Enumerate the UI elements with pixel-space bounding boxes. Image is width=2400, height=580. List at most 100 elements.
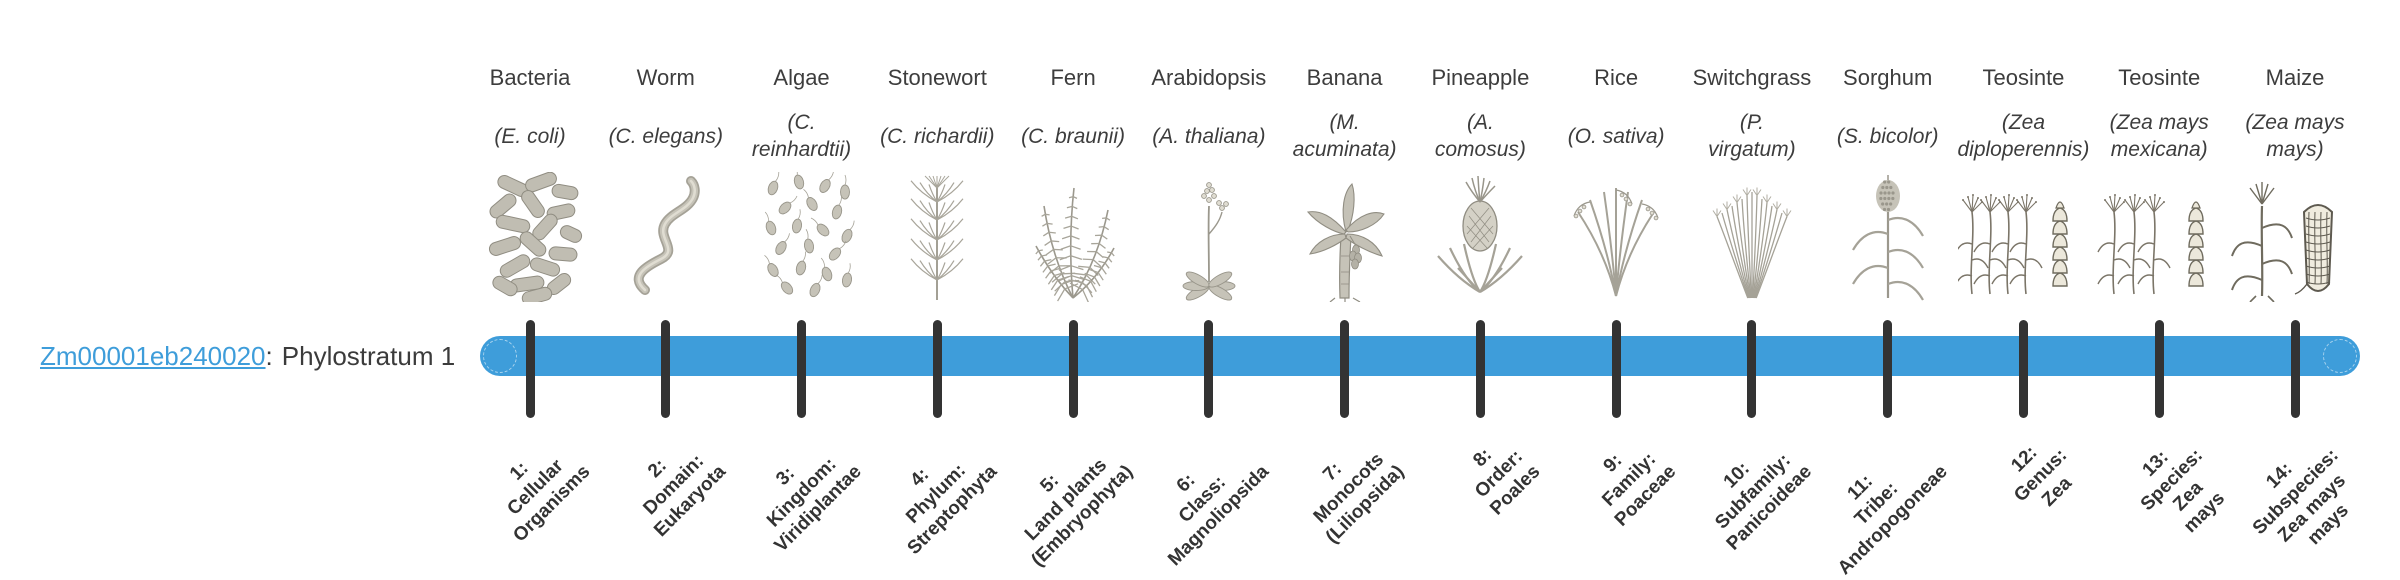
timeline-tick <box>525 320 535 418</box>
taxon-illustration-slot <box>1536 170 1696 302</box>
taxon-column: Arabidopsis (A. thaliana) 6: Class: Magn… <box>1129 0 1289 580</box>
stratum-label: 5: Land plants (Embryophyta) <box>1020 454 1138 571</box>
taxon-species: (O. sativa) <box>1567 124 1665 148</box>
taxon-column: Switchgrass (P. virgatum) 10: Subfamily:… <box>1672 0 1832 580</box>
taxon-illustration-slot <box>2215 170 2375 302</box>
taxon-species: (Zea diploperennis) <box>1957 111 2090 161</box>
taxon-column: Algae (C. reinhardtii) 3: Kingdom: Virid… <box>722 0 882 580</box>
stratum-label: 2: Domain: Eukaryota <box>639 450 730 542</box>
timeline-tick <box>1204 320 1214 418</box>
taxon-column: Worm (C. elegans) 2: Domain: Eukaryota <box>586 0 746 580</box>
taxon-illustration-slot <box>1943 170 2103 302</box>
taxon-column: Fern (C. braunii) 5: Land plants (Embryo… <box>993 0 1153 580</box>
stratum-label: 11: Tribe: Andropogoneae <box>1833 461 1952 580</box>
taxon-illustration-slot <box>450 170 610 302</box>
taxon-illustration-slot <box>857 170 1017 302</box>
stratum-label: 10: Subfamily: Panicoideae <box>1711 449 1817 555</box>
taxon-species: (A. thaliana) <box>1152 124 1266 148</box>
taxon-name: Sorghum <box>1843 65 1933 90</box>
taxon-illustration-slot <box>1808 170 1968 302</box>
gene-label-separator: : <box>265 340 273 371</box>
taxon-species: (E. coli) <box>494 124 566 148</box>
taxon-illustration-slot <box>1400 170 1560 302</box>
stratum-label: 6: Class: Magnoliopsida <box>1164 461 1273 571</box>
timeline-tick <box>932 320 942 418</box>
gene-label: Zm00001eb240020: Phylostratum 1 <box>40 336 455 376</box>
taxon-column: Rice (O. sativa) 9: Family: Poaceae <box>1536 0 1696 580</box>
taxon-name: Maize <box>2265 65 2325 90</box>
banana-illustration <box>1306 182 1385 302</box>
timeline-tick <box>1611 320 1621 418</box>
taxon-column: Pineapple (A. comosus) 8: Order: Poales <box>1400 0 1560 580</box>
taxon-species: (M. acuminata) <box>1292 111 1397 161</box>
taxon-name: Arabidopsis <box>1151 65 1267 90</box>
taxon-name: Stonewort <box>887 65 987 90</box>
algae-illustration <box>763 172 855 298</box>
taxon-column: Banana (M. acuminata) 7: Monocots (Lilio… <box>1265 0 1425 580</box>
taxon-illustration-slot <box>1265 170 1425 302</box>
timeline-tick <box>2154 320 2164 418</box>
arabidopsis-illustration <box>1182 182 1236 301</box>
rice-illustration <box>1573 188 1659 297</box>
timeline-tick <box>2018 320 2028 418</box>
stratum-label: 4: Phylum: Streptophyta <box>902 459 1002 559</box>
stratum-label: 14: Subspecies: Zea mays mays <box>2248 444 2353 550</box>
teosinte-mexicana-illustration <box>2097 194 2204 295</box>
stratum-label: 1: Cellular Organisms <box>503 455 595 547</box>
stratum-label: 9: Family: Poaceae <box>1598 448 1681 531</box>
switchgrass-illustration <box>1712 187 1792 299</box>
taxon-illustration-slot <box>2079 170 2239 302</box>
taxon-column: Maize (Zea mays mays) 14: Subspecies: Ze… <box>2215 0 2375 580</box>
taxon-species: (C. elegans) <box>608 124 723 148</box>
timeline-tick <box>1747 320 1757 418</box>
timeline-tick <box>661 320 671 418</box>
fern-illustration <box>1035 187 1115 302</box>
taxon-column: Teosinte (Zea mays mexicana) 13: Species… <box>2079 0 2239 580</box>
taxon-species: (C. braunii) <box>1021 124 1125 148</box>
stratum-label: 7: Monocots (Liliopsida) <box>1310 449 1409 548</box>
taxon-species: (Zea mays mays) <box>2245 111 2345 161</box>
taxon-species: (Zea mays mexicana) <box>2109 111 2209 161</box>
timeline-tick <box>797 320 807 418</box>
taxon-illustration-slot <box>722 170 882 302</box>
sorghum-illustration <box>1851 175 1924 301</box>
taxon-name: Teosinte <box>1982 65 2065 90</box>
worm-illustration <box>633 176 700 295</box>
taxon-species: (C. richardii) <box>880 124 995 148</box>
taxon-name: Pineapple <box>1431 65 1530 90</box>
taxon-illustration-slot <box>1129 170 1289 302</box>
taxon-name: Fern <box>1050 65 1096 90</box>
taxon-column: Bacteria (E. coli) 1: Cellular Organisms <box>450 0 610 580</box>
stratum-label: 8: Order: Poales <box>1469 444 1545 520</box>
timeline-endcap-right-ornament <box>2323 339 2357 373</box>
taxon-column: Sorghum (S. bicolor) 11: Tribe: Andropog… <box>1808 0 1968 580</box>
stratum-label: 3: Kingdom: Viridiplantae <box>762 453 866 557</box>
teosinte-diploperennis-illustration <box>1958 194 2069 295</box>
taxon-name: Teosinte <box>2118 65 2201 90</box>
taxon-column: Teosinte (Zea diploperennis) 12: Genus: … <box>1943 0 2103 580</box>
timeline-endcap-left-ornament <box>483 339 517 373</box>
taxon-species: (A. comosus) <box>1434 111 1526 161</box>
taxon-name: Algae <box>773 65 830 90</box>
timeline-tick <box>1475 320 1485 418</box>
taxon-illustration-slot <box>586 170 746 302</box>
stonewort-illustration <box>910 175 964 300</box>
maize-illustration <box>2231 182 2334 302</box>
taxon-species: (C. reinhardtii) <box>751 111 852 161</box>
taxon-name: Banana <box>1306 65 1383 90</box>
taxon-illustration-slot <box>1672 170 1832 302</box>
taxon-name: Switchgrass <box>1692 65 1812 90</box>
timeline-bar <box>480 336 2360 376</box>
taxon-name: Bacteria <box>489 65 571 90</box>
timeline-tick <box>1340 320 1350 418</box>
stratum-label: 12: Genus: Zea <box>2007 442 2076 511</box>
taxon-species: (S. bicolor) <box>1836 124 1939 148</box>
timeline-tick <box>2290 320 2300 418</box>
taxon-name: Worm <box>636 65 695 90</box>
bacteria-illustration <box>488 172 583 302</box>
taxon-species: (P. virgatum) <box>1708 111 1796 161</box>
gene-id-link[interactable]: Zm00001eb240020 <box>40 340 266 371</box>
timeline-tick <box>1068 320 1078 418</box>
gene-phylostratum-text: Phylostratum 1 <box>281 340 456 371</box>
